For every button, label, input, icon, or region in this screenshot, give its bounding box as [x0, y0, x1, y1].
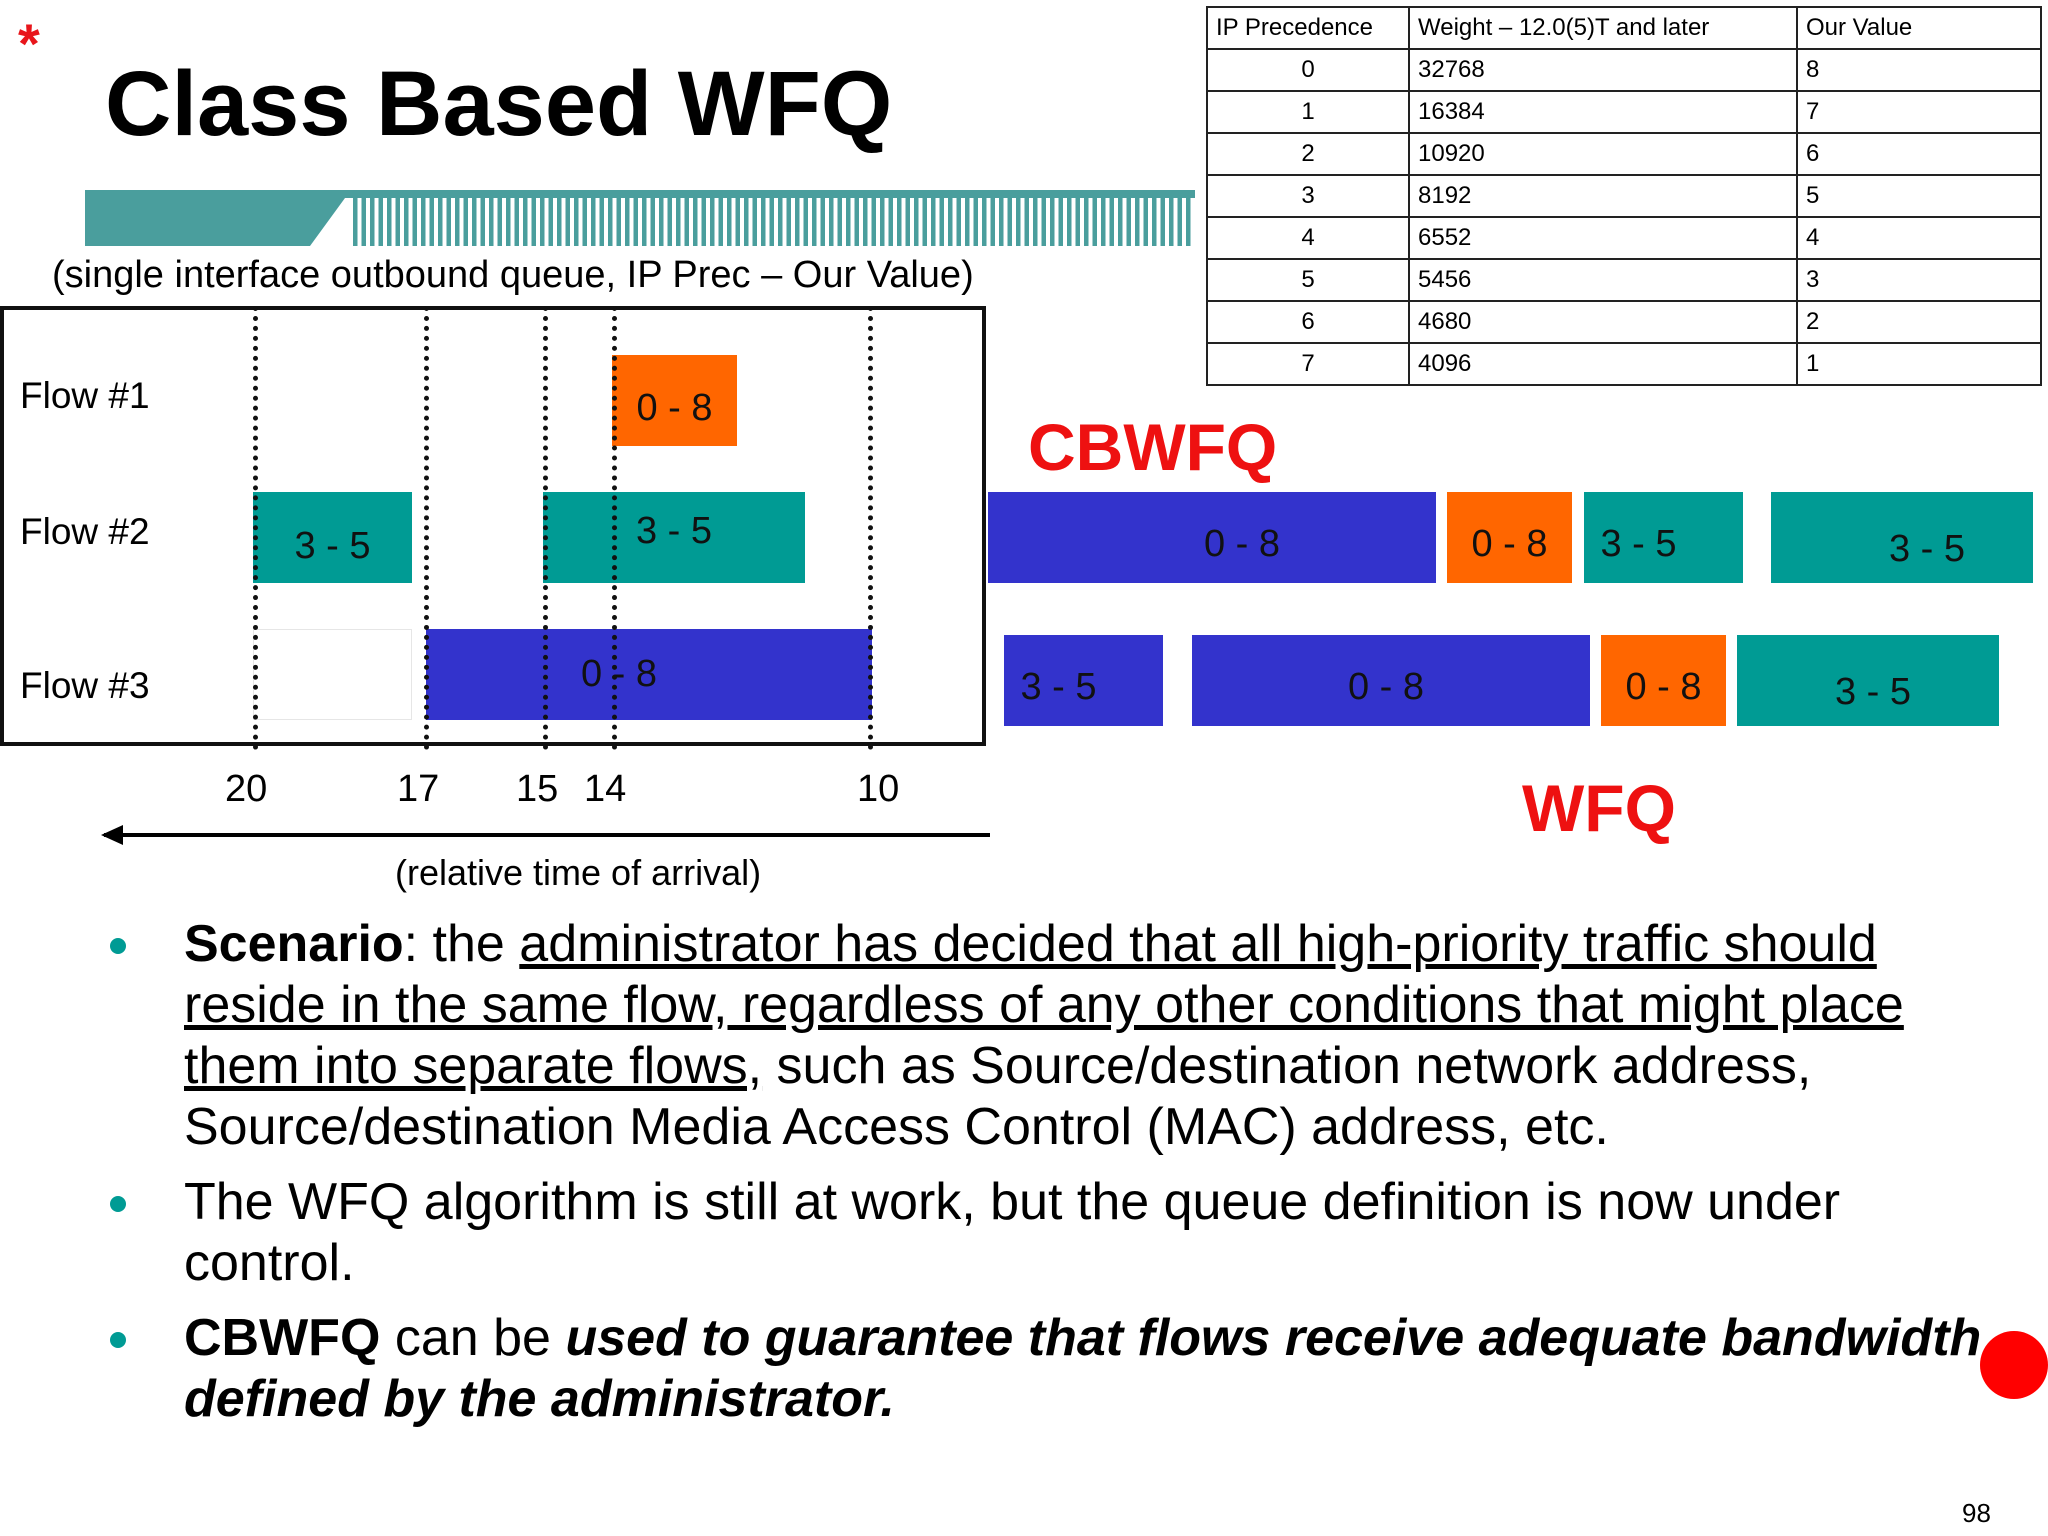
bullet-text: : the [403, 915, 520, 973]
time-marker-line [868, 306, 873, 750]
flow-1-packet: 0 - 8 [612, 355, 737, 446]
flow-3-label: Flow #3 [20, 665, 150, 706]
bullet-dot-icon [110, 1196, 126, 1212]
flow-3-packet: 0 - 8 [426, 629, 872, 720]
table-cell: 7 [1206, 342, 1410, 386]
flow-1-label: Flow #1 [20, 375, 150, 416]
diagram-subtitle: (single interface outbound queue, IP Pre… [52, 254, 974, 296]
title-banner-decoration [85, 190, 1195, 246]
flow-2-packet: 3 - 5 [543, 492, 805, 583]
bullet-bold-text: Scenario [184, 915, 404, 973]
time-marker-line [543, 306, 548, 750]
table-cell: 3 [1206, 174, 1410, 218]
table-cell: 4096 [1408, 342, 1798, 386]
ip-precedence-weight-table: IP Precedence Weight – 12.0(5)T and late… [1206, 6, 2042, 386]
time-marker-line [253, 306, 258, 750]
bullet-item: The WFQ algorithm is still at work, but … [100, 1172, 2000, 1294]
table-row: 2 10920 6 [1206, 132, 2042, 176]
table-cell: 6 [1206, 300, 1410, 344]
table-cell: 8 [1796, 48, 2042, 92]
time-axis-label: (relative time of arrival) [395, 852, 762, 893]
arrow-left-icon [101, 825, 123, 845]
cbwfq-packet: 3 - 5 [1584, 492, 1743, 583]
table-row: 3 8192 5 [1206, 174, 2042, 218]
cbwfq-packet: 3 - 5 [1771, 492, 2033, 583]
time-tick-label: 15 [516, 768, 559, 810]
flow-3-empty-slot [253, 629, 412, 720]
table-header-row: IP Precedence Weight – 12.0(5)T and late… [1206, 6, 2042, 50]
time-tick-label: 20 [225, 768, 268, 810]
bullet-dot-icon [110, 938, 126, 954]
cbwfq-packet: 0 - 8 [1447, 492, 1572, 583]
table-cell: 10920 [1408, 132, 1798, 176]
table-cell: 8192 [1408, 174, 1798, 218]
bullet-bold-italic-text: used to guarantee that flows receive ade… [184, 1309, 1982, 1428]
table-cell: 4 [1206, 216, 1410, 260]
table-cell: 5 [1206, 258, 1410, 302]
time-axis-line [104, 833, 990, 837]
table-row: 6 4680 2 [1206, 300, 2042, 344]
cbwfq-packet: 0 - 8 [988, 492, 1436, 583]
flow-2-label: Flow #2 [20, 511, 150, 552]
table-row: 5 5456 3 [1206, 258, 2042, 302]
flow-diagram-box [0, 306, 986, 746]
table-cell: 1 [1796, 342, 2042, 386]
table-cell: 3 [1796, 258, 2042, 302]
flow-2-packet: 3 - 5 [253, 492, 412, 583]
wfq-packet: 0 - 8 [1601, 635, 1726, 726]
table-cell: 4 [1796, 216, 2042, 260]
bullet-list: Scenario: the administrator has decided … [100, 914, 2000, 1444]
page-number: 98 [1962, 1498, 1991, 1528]
table-cell: 6 [1796, 132, 2042, 176]
time-marker-line [424, 306, 429, 750]
table-cell: 16384 [1408, 90, 1798, 134]
cbwfq-label: CBWFQ [1028, 410, 1278, 484]
wfq-label: WFQ [1522, 771, 1676, 845]
wfq-packet: 3 - 5 [1737, 635, 1999, 726]
table-cell: 5456 [1408, 258, 1798, 302]
table-header-cell: Weight – 12.0(5)T and later [1408, 6, 1798, 50]
bullet-text: such as Source/destination network addre… [184, 1037, 1812, 1156]
table-header-cell: IP Precedence [1206, 6, 1410, 50]
table-cell: 2 [1206, 132, 1410, 176]
bullet-bold-text: CBWFQ [184, 1309, 381, 1367]
time-tick-label: 17 [397, 768, 440, 810]
table-row: 1 16384 7 [1206, 90, 2042, 134]
time-tick-label: 10 [857, 768, 900, 810]
time-tick-label: 14 [584, 768, 627, 810]
table-cell: 5 [1796, 174, 2042, 218]
table-row: 7 4096 1 [1206, 342, 2042, 386]
table-row: 4 6552 4 [1206, 216, 2042, 260]
table-cell: 4680 [1408, 300, 1798, 344]
bullet-text: The WFQ algorithm is still at work, but … [184, 1173, 1841, 1292]
bullet-underlined-text: administrator has decided that all high-… [184, 915, 1904, 1095]
wfq-packet: 0 - 8 [1192, 635, 1590, 726]
bullet-text: can be [380, 1309, 566, 1367]
slide-title: Class Based WFQ [105, 53, 893, 155]
bullet-item: CBWFQ can be used to guarantee that flow… [100, 1308, 2000, 1430]
asterisk-mark: * [18, 12, 40, 75]
table-cell: 1 [1206, 90, 1410, 134]
bullet-dot-icon [110, 1332, 126, 1348]
bullet-item: Scenario: the administrator has decided … [100, 914, 2000, 1158]
table-cell: 6552 [1408, 216, 1798, 260]
table-row: 0 32768 8 [1206, 48, 2042, 92]
table-header-cell: Our Value [1796, 6, 2042, 50]
wfq-packet: 3 - 5 [1004, 635, 1163, 726]
table-cell: 7 [1796, 90, 2042, 134]
table-cell: 2 [1796, 300, 2042, 344]
table-cell: 0 [1206, 48, 1410, 92]
table-cell: 32768 [1408, 48, 1798, 92]
time-marker-line [612, 306, 617, 750]
red-dot-marker [1980, 1331, 2048, 1399]
